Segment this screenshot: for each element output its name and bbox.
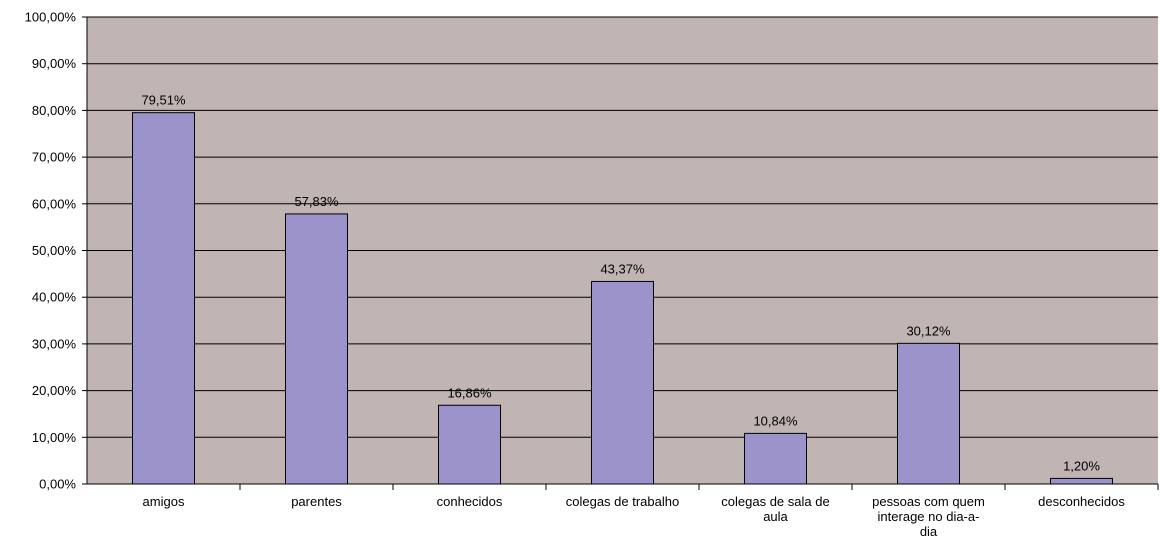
y-tick-label: 60,00%: [32, 196, 77, 211]
y-tick-label: 20,00%: [32, 383, 77, 398]
bar: [438, 404, 501, 485]
y-tick-label: 40,00%: [32, 290, 77, 305]
y-tick-label: 100,00%: [25, 10, 77, 25]
category-label: pessoas com quem: [872, 494, 985, 509]
bar: [897, 342, 960, 485]
y-axis: 0,00% 10,00% 20,00% 30,00% 40,00% 50,00% 60,00…: [25, 10, 87, 492]
data-label: 43,37%: [600, 261, 645, 276]
category-label: parentes: [291, 494, 342, 509]
bar: [744, 432, 807, 485]
category-label: desconhecidos: [1038, 494, 1125, 509]
bars: 79,51% 57,83% 16,86% 43,37% 10,84% 30,12% 1,20…: [132, 93, 1113, 485]
category-label: colegas de sala de: [721, 494, 829, 509]
axes: [86, 17, 1158, 485]
data-label: 1,20%: [1063, 458, 1100, 473]
bar: [591, 280, 654, 485]
data-label: 57,83%: [294, 194, 339, 209]
category-label: dia: [920, 524, 938, 537]
bar: [285, 213, 348, 485]
y-tick-label: 0,00%: [39, 477, 76, 492]
data-label: 10,84%: [753, 413, 798, 428]
y-tick-label: 90,00%: [32, 56, 77, 71]
bar: [132, 112, 195, 485]
y-tick-label: 80,00%: [32, 103, 77, 118]
category-label: amigos: [143, 494, 185, 509]
data-label: 16,86%: [447, 385, 492, 400]
x-axis: amigos parentes conhecidos colegas de traba…: [143, 484, 1159, 537]
y-tick-label: 10,00%: [32, 430, 77, 445]
bar: [1050, 477, 1113, 485]
y-tick-label: 30,00%: [32, 336, 77, 351]
data-label: 79,51%: [141, 93, 186, 108]
category-label: conhecidos: [437, 494, 503, 509]
category-label: colegas de trabalho: [566, 494, 679, 509]
data-label: 30,12%: [906, 323, 951, 338]
y-tick-label: 50,00%: [32, 243, 77, 258]
category-label: aula: [763, 509, 788, 524]
category-label: interage no dia-a-: [878, 509, 980, 524]
y-tick-label: 70,00%: [32, 150, 77, 165]
